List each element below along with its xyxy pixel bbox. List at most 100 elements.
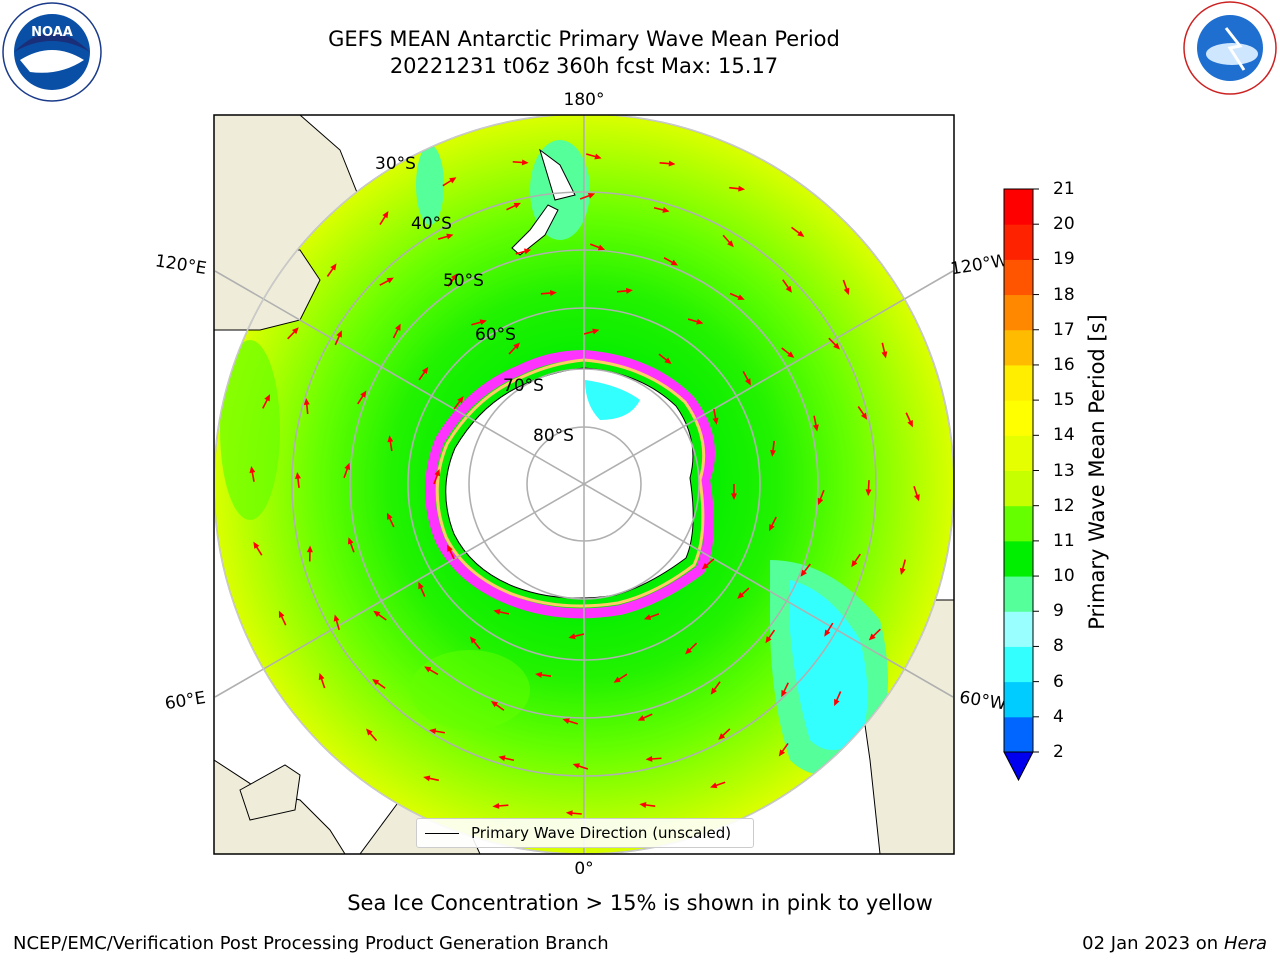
wave-arrow-head xyxy=(523,248,532,255)
wave-arrow-head xyxy=(851,560,858,568)
colorbar-tick-label: 9 xyxy=(1053,601,1064,622)
wave-arrow-head xyxy=(344,462,351,471)
wave-arrow-head xyxy=(424,666,432,673)
colorbar-segment xyxy=(1004,611,1033,647)
wave-arrow-head xyxy=(587,192,596,199)
wave-arrow-head xyxy=(498,755,506,762)
wave-arrow-head xyxy=(373,610,381,618)
lon-label-upper-right: 120°W xyxy=(949,251,1009,280)
wave-arrow-head xyxy=(446,233,454,240)
wave-arrow-head xyxy=(843,287,850,296)
wave-arrow-head xyxy=(264,394,271,402)
colorbar-tick-label: 19 xyxy=(1053,249,1075,270)
wave-arrow-head xyxy=(594,153,602,160)
wave-arrow-head xyxy=(668,160,676,167)
wave-arrow-head xyxy=(568,633,576,640)
wave-arrow-head xyxy=(817,497,824,506)
wave-arrow-head xyxy=(493,609,501,615)
wave-direction-arrows xyxy=(249,153,920,817)
colorbar-segment xyxy=(1004,470,1033,507)
wave-arrow-head xyxy=(291,327,299,335)
colorbar xyxy=(1003,188,1039,782)
wave-arrow-head xyxy=(572,763,580,769)
wave-arrow-head xyxy=(710,782,718,789)
wave-arrow-head xyxy=(492,802,500,809)
wave-arrow-head xyxy=(645,755,653,762)
wave-arrow-head xyxy=(447,544,453,552)
lat-label-40s: 40°S xyxy=(411,214,452,234)
wave-arrow-head xyxy=(513,342,520,350)
colorbar-segment xyxy=(1004,364,1033,401)
wave-arrow-head xyxy=(592,328,600,335)
wave-arrow-head xyxy=(907,420,913,428)
wave-arrow-head xyxy=(868,633,876,641)
title-line-2: 20221231 t06z 360h fcst Max: 15.17 xyxy=(389,54,779,78)
wave-arrow-head xyxy=(253,541,260,549)
map-frame xyxy=(213,114,955,855)
colorbar-segment xyxy=(1004,505,1033,542)
wave-arrow-head xyxy=(249,466,256,474)
wave-arrow-head xyxy=(513,202,521,209)
wave-arrow-head xyxy=(785,285,792,293)
wave-arrow-head xyxy=(914,494,920,502)
wave-arrow-head xyxy=(318,672,325,681)
lon-label-lower-left: 60°E xyxy=(163,688,207,714)
wave-arrow-head xyxy=(639,802,647,808)
wave-arrow-head xyxy=(521,159,529,166)
wave-arrow-head xyxy=(778,749,786,757)
wave-arrow-head xyxy=(769,524,775,532)
colorbar-segment xyxy=(1004,681,1033,718)
colorbar-segment xyxy=(1004,435,1033,471)
footer-right: 02 Jan 2023 on Hera xyxy=(1082,933,1267,954)
wave-arrow-head xyxy=(395,323,401,331)
wave-arrow-head xyxy=(535,671,543,678)
wave-arrow-head xyxy=(781,689,787,698)
wave-arrow-head xyxy=(333,614,340,622)
wave-arrow-head xyxy=(787,351,795,358)
colorbar-tick-label: 17 xyxy=(1053,319,1075,340)
colorbar-tick-label: 4 xyxy=(1053,706,1064,727)
wave-arrow-head xyxy=(347,537,354,545)
colorbar-tick-label: 11 xyxy=(1053,530,1075,551)
wave-arrow-head xyxy=(865,489,872,497)
colorbar-segment xyxy=(1004,540,1033,577)
colorbar-tick-label: 6 xyxy=(1053,671,1064,692)
wave-arrow-head xyxy=(306,545,313,553)
wave-arrow-head xyxy=(449,177,457,184)
wave-arrow-head xyxy=(303,398,310,406)
wave-arrow-head xyxy=(812,424,819,432)
field-variations xyxy=(220,140,888,775)
wave-arrow-head xyxy=(899,567,906,576)
wave-arrow-head xyxy=(469,636,477,644)
colorbar-label: Primary Wave Mean Period [s] xyxy=(1085,314,1109,630)
wave-arrow-head xyxy=(387,435,394,443)
wave-arrow-head xyxy=(727,240,734,248)
colorbar-segment xyxy=(1004,329,1033,366)
colorbar-tick-label: 14 xyxy=(1053,425,1075,446)
colorbar-tick-label: 10 xyxy=(1053,566,1075,587)
colorbar-tick-label: 13 xyxy=(1053,460,1075,481)
wave-arrow-head xyxy=(797,230,805,237)
colorbar-tick-label: 21 xyxy=(1053,179,1075,199)
lon-label-upper-left: 120°E xyxy=(154,251,208,279)
legend-label: Primary Wave Direction (unscaled) xyxy=(471,824,732,842)
wave-arrow-head xyxy=(738,185,746,192)
colorbar-segment xyxy=(1004,189,1033,225)
colorbar-segment xyxy=(1004,646,1033,683)
title-line-1: GEFS MEAN Antarctic Primary Wave Mean Pe… xyxy=(328,27,840,51)
colorbar-tick-label: 8 xyxy=(1053,636,1064,657)
map-legend: Primary Wave Direction (unscaled) xyxy=(416,818,754,848)
wave-arrow-head xyxy=(643,614,652,620)
legend-line-icon xyxy=(425,832,459,834)
wave-arrow-head xyxy=(731,493,737,500)
wave-arrow-head xyxy=(360,390,367,398)
wave-arrow-head xyxy=(664,357,672,365)
lat-label-70s: 70°S xyxy=(503,376,544,396)
colorbar-segment xyxy=(1004,400,1033,436)
wave-arrow-head xyxy=(418,581,424,590)
colorbar-tick-label: 20 xyxy=(1053,214,1075,235)
lat-label-50s: 50°S xyxy=(443,271,484,291)
colorbar-segment xyxy=(1004,576,1033,612)
wave-arrow-head xyxy=(718,733,726,740)
